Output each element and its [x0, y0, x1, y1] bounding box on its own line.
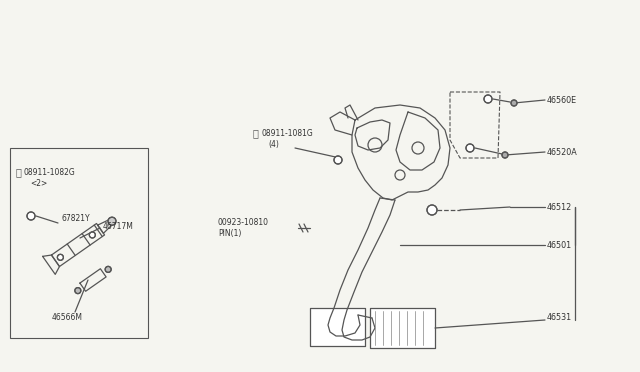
Text: 08911-1082G: 08911-1082G	[24, 167, 76, 176]
Circle shape	[466, 144, 474, 152]
Text: Ⓝ: Ⓝ	[252, 128, 258, 138]
Circle shape	[105, 266, 111, 272]
Circle shape	[27, 212, 35, 220]
Circle shape	[427, 205, 437, 215]
Text: 46520A: 46520A	[547, 148, 578, 157]
Bar	[10, 148, 148, 338]
Circle shape	[90, 232, 95, 238]
Text: PIN(1): PIN(1)	[218, 228, 241, 237]
Text: 00923-10810: 00923-10810	[218, 218, 269, 227]
Circle shape	[75, 288, 81, 294]
Text: <2>: <2>	[30, 179, 47, 187]
Text: 46531: 46531	[547, 312, 572, 321]
Text: 46566M: 46566M	[52, 314, 83, 323]
Text: 46717M: 46717M	[103, 221, 134, 231]
Text: Ⓝ: Ⓝ	[15, 167, 21, 177]
Text: 46501: 46501	[547, 241, 572, 250]
Circle shape	[58, 254, 63, 260]
Text: 46512: 46512	[547, 202, 572, 212]
Text: 46560E: 46560E	[547, 96, 577, 105]
Circle shape	[334, 156, 342, 164]
Text: 08911-1081G: 08911-1081G	[262, 128, 314, 138]
Text: (4): (4)	[268, 140, 279, 148]
Circle shape	[484, 95, 492, 103]
Text: 67821Y: 67821Y	[62, 214, 91, 222]
Circle shape	[108, 217, 116, 225]
Circle shape	[511, 100, 517, 106]
Bar	[310, 308, 365, 346]
Circle shape	[502, 152, 508, 158]
Bar	[370, 308, 435, 348]
